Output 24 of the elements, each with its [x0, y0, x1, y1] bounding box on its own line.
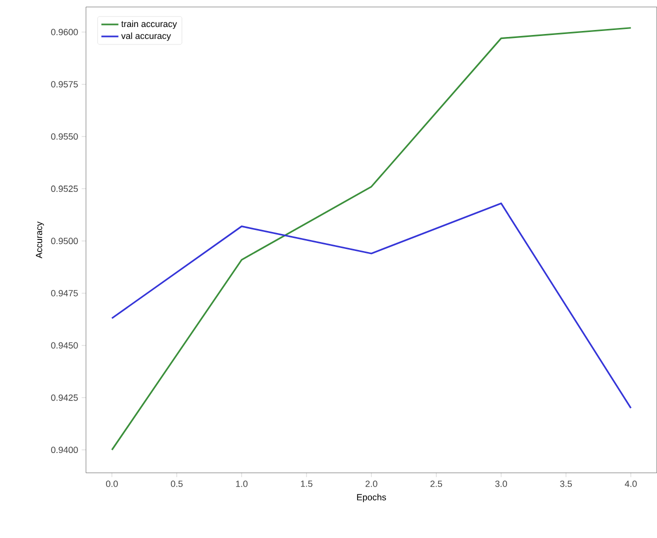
- legend-label: train accuracy: [121, 20, 177, 29]
- y-tick-label: 0.9500: [51, 238, 78, 244]
- x-tick-label: 1.0: [236, 480, 248, 488]
- x-tick-label: 1.5: [300, 480, 312, 487]
- y-tick-label: 0.9525: [51, 186, 78, 192]
- line-series: [111, 202, 632, 409]
- x-tick-label: 2.5: [430, 480, 442, 488]
- y-tick-label: 0.9550: [51, 133, 78, 140]
- y-tick-label: 0.9425: [51, 394, 78, 401]
- y-tick-label: 0.9600: [51, 28, 78, 36]
- x-tick-label: 2.0: [366, 480, 378, 488]
- x-axis-title: Epochs: [357, 494, 386, 502]
- x-tick-label: 3.0: [495, 480, 508, 488]
- y-tick-label: 0.9575: [51, 81, 78, 88]
- y-axis-title: Accuracy: [36, 222, 44, 258]
- x-tick-label: 0.5: [170, 480, 183, 488]
- x-tick-label: 3.5: [560, 480, 572, 488]
- y-tick-label: 0.9475: [51, 290, 78, 296]
- y-tick-label: 0.9450: [51, 342, 78, 349]
- y-tick-label: 0.9400: [51, 446, 78, 454]
- x-tick-label: 4.0: [624, 480, 637, 488]
- legend-label: val accuracy: [121, 32, 171, 41]
- line-series: [111, 27, 632, 451]
- x-tick-label: 0.0: [106, 480, 118, 488]
